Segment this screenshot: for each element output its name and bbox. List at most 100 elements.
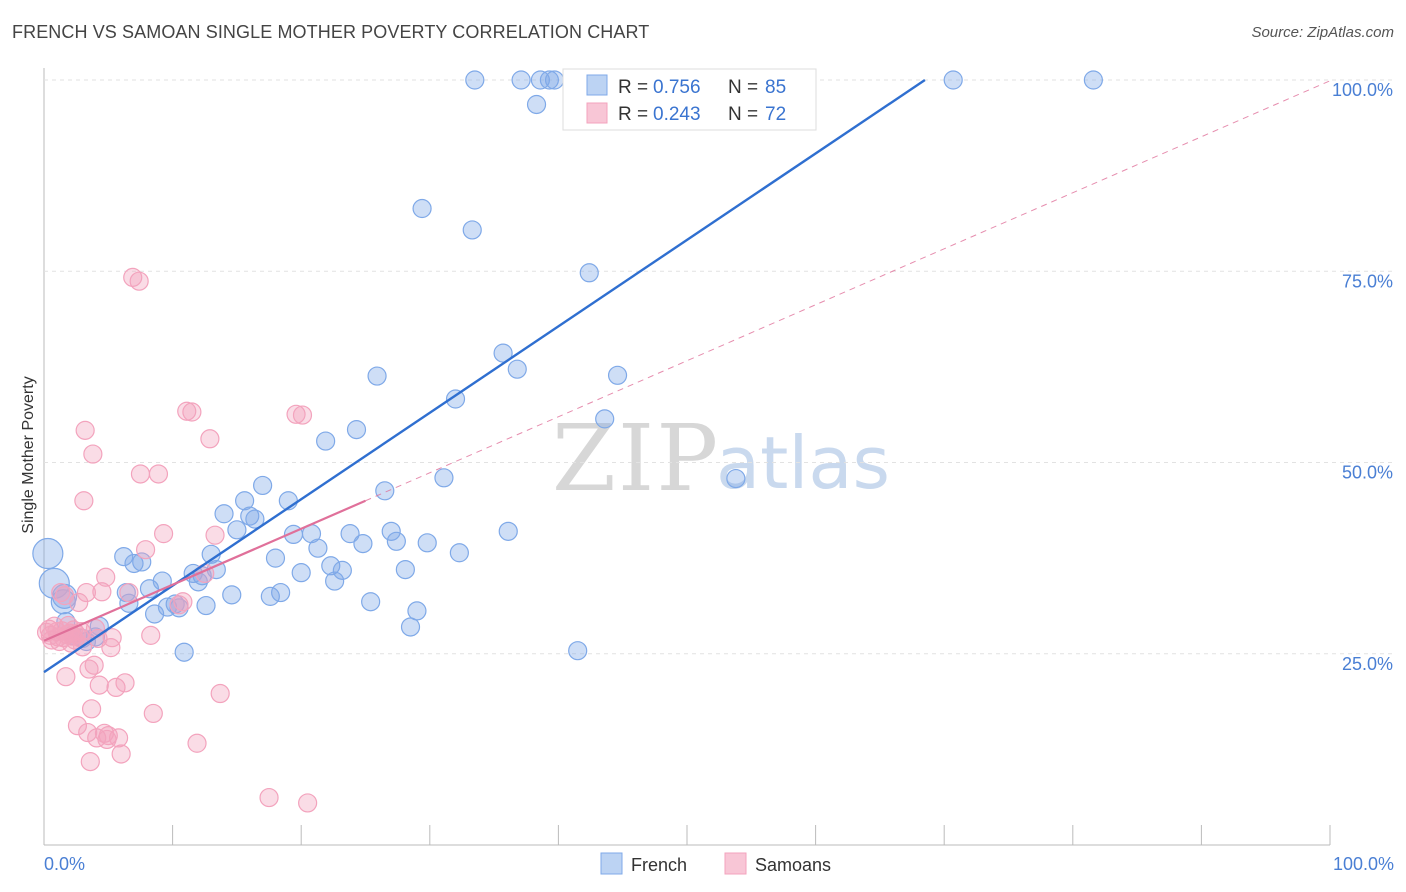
watermark-zip: ZIP xyxy=(552,405,720,512)
samoan-point xyxy=(76,582,97,603)
samoan-point xyxy=(141,625,161,645)
samoan-point xyxy=(286,404,306,424)
french-point xyxy=(943,70,963,90)
french-point xyxy=(316,431,336,451)
french-point xyxy=(308,538,328,558)
french-point xyxy=(445,389,466,409)
legend-box: R = 0.756 N = 85 R = 0.243 N = 72 xyxy=(562,68,817,131)
samoan-point xyxy=(78,722,98,743)
gridlines xyxy=(44,79,1392,655)
legend-r-value-french: 0.756 xyxy=(653,77,701,98)
legend-n-value-french: 85 xyxy=(765,77,786,98)
french-point xyxy=(400,617,421,637)
samoan-point xyxy=(69,592,89,613)
french-point xyxy=(291,563,311,583)
bottom-legend: French Samoans xyxy=(600,852,831,875)
french-trend-line xyxy=(43,79,926,674)
samoan-point xyxy=(56,667,76,687)
samoan-point xyxy=(51,582,71,603)
samoan-point xyxy=(111,744,131,764)
french-point xyxy=(381,521,401,541)
french-point xyxy=(465,70,485,90)
x-tick-label-min: 0.0% xyxy=(44,854,85,874)
legend-r-label-samoan: R = xyxy=(618,104,648,125)
legend-n-label-samoan: N = xyxy=(728,104,758,125)
samoan-point xyxy=(89,675,109,695)
french-point xyxy=(132,552,152,572)
samoan-point xyxy=(84,655,104,675)
french-point xyxy=(1083,70,1103,90)
legend-n-value-samoan: 72 xyxy=(765,104,786,125)
french-point xyxy=(361,592,381,612)
french-point xyxy=(114,546,134,567)
samoan-point xyxy=(298,793,318,813)
y-tick-label: 75.0% xyxy=(1342,271,1393,291)
samoan-point xyxy=(75,420,95,440)
y-tick-label: 50.0% xyxy=(1342,463,1393,483)
french-point xyxy=(253,475,273,496)
samoan-point xyxy=(200,429,220,449)
french-point xyxy=(174,642,194,662)
french-point xyxy=(498,521,518,541)
legend-r-value-samoan: 0.243 xyxy=(653,104,701,125)
french-point xyxy=(375,481,395,501)
bottom-legend-swatch-french xyxy=(600,852,623,875)
chart-title: FRENCH VS SAMOAN SINGLE MOTHER POVERTY C… xyxy=(12,22,650,42)
samoan-point xyxy=(205,525,225,545)
french-point xyxy=(321,556,341,576)
french-point xyxy=(124,553,144,574)
samoan-point xyxy=(101,638,121,658)
samoan-point xyxy=(106,677,126,698)
french-point xyxy=(340,524,360,544)
french-point xyxy=(539,70,559,90)
y-axis-label: Single Mother Poverty xyxy=(20,376,37,533)
french-point xyxy=(214,504,234,524)
bottom-legend-swatch-samoan xyxy=(724,852,747,875)
samoan-point xyxy=(74,491,94,511)
samoan-point xyxy=(108,728,129,748)
french-point xyxy=(240,506,260,526)
french-point xyxy=(607,365,628,385)
french-point xyxy=(260,586,280,606)
samoan-point xyxy=(135,540,156,560)
samoan-point xyxy=(173,592,193,612)
legend-n-label-french: N = xyxy=(728,77,758,98)
french-point xyxy=(544,70,565,90)
samoan-point xyxy=(96,567,116,587)
french-point xyxy=(265,548,286,568)
samoan-point xyxy=(102,628,122,648)
y-tick-labels: 25.0% 50.0% 75.0% 100.0% xyxy=(1332,80,1393,674)
french-point xyxy=(507,359,527,379)
french-point xyxy=(353,533,373,554)
french-point xyxy=(332,560,352,580)
french-point xyxy=(346,420,367,440)
french-point xyxy=(511,70,531,90)
y-tick-label: 25.0% xyxy=(1342,654,1393,674)
french-point xyxy=(271,582,291,603)
x-ticks xyxy=(43,825,1331,845)
french-point xyxy=(579,263,599,283)
french-point xyxy=(526,94,547,115)
french-point xyxy=(595,409,615,429)
samoan-point xyxy=(292,405,313,425)
samoan-point xyxy=(177,401,197,421)
french-point xyxy=(196,595,216,616)
samoan-point xyxy=(130,464,151,484)
samoan-points xyxy=(36,267,318,813)
source-label: Source: ZipAtlas.com xyxy=(1251,24,1394,41)
samoan-point xyxy=(79,659,99,679)
french-point xyxy=(235,491,255,511)
legend-swatch-samoan xyxy=(586,102,608,124)
samoan-point xyxy=(143,703,163,724)
samoan-point xyxy=(182,402,202,422)
samoan-point xyxy=(67,716,88,736)
trend-lines xyxy=(43,79,1331,674)
samoan-point xyxy=(115,673,135,693)
samoan-point xyxy=(187,733,207,753)
samoan-point xyxy=(119,582,139,603)
bottom-legend-label-french: French xyxy=(631,855,687,875)
samoan-point xyxy=(81,699,102,719)
french-point xyxy=(462,220,482,240)
french-point xyxy=(726,468,746,489)
samoan-point xyxy=(210,683,230,704)
